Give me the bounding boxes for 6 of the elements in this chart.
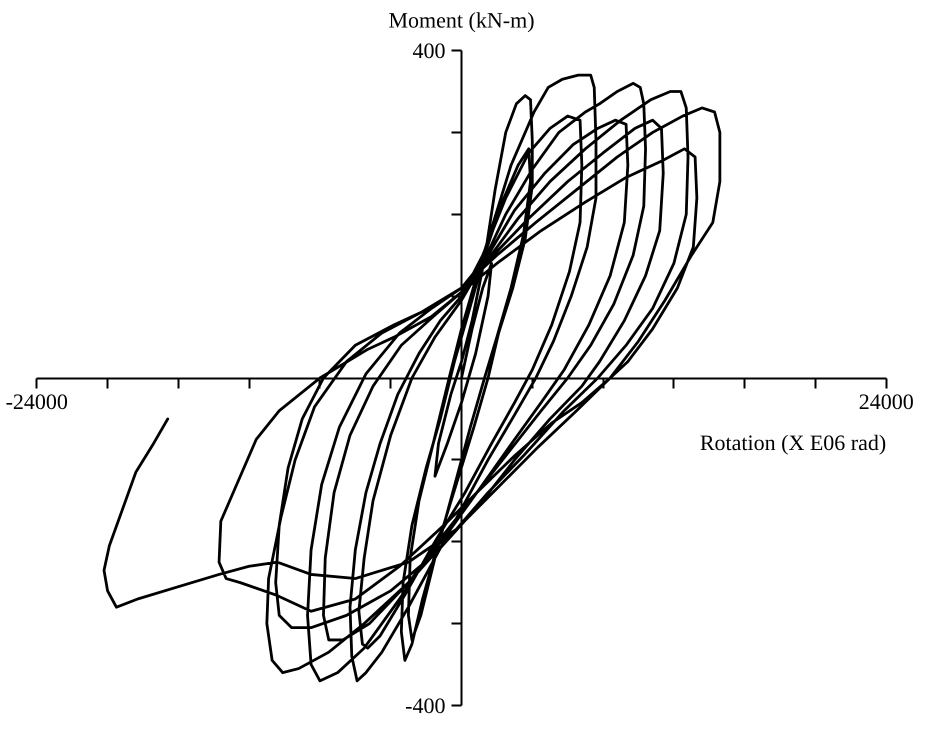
- y-axis-title: Moment (kN-m): [388, 8, 535, 32]
- x-axis-title: Rotation (X E06 rad): [700, 430, 886, 455]
- y-tick-label: 400: [412, 38, 446, 64]
- y-tick-label: -400: [405, 692, 446, 718]
- x-tick-label: 24000: [858, 389, 914, 414]
- x-tick-label: -24000: [6, 389, 68, 414]
